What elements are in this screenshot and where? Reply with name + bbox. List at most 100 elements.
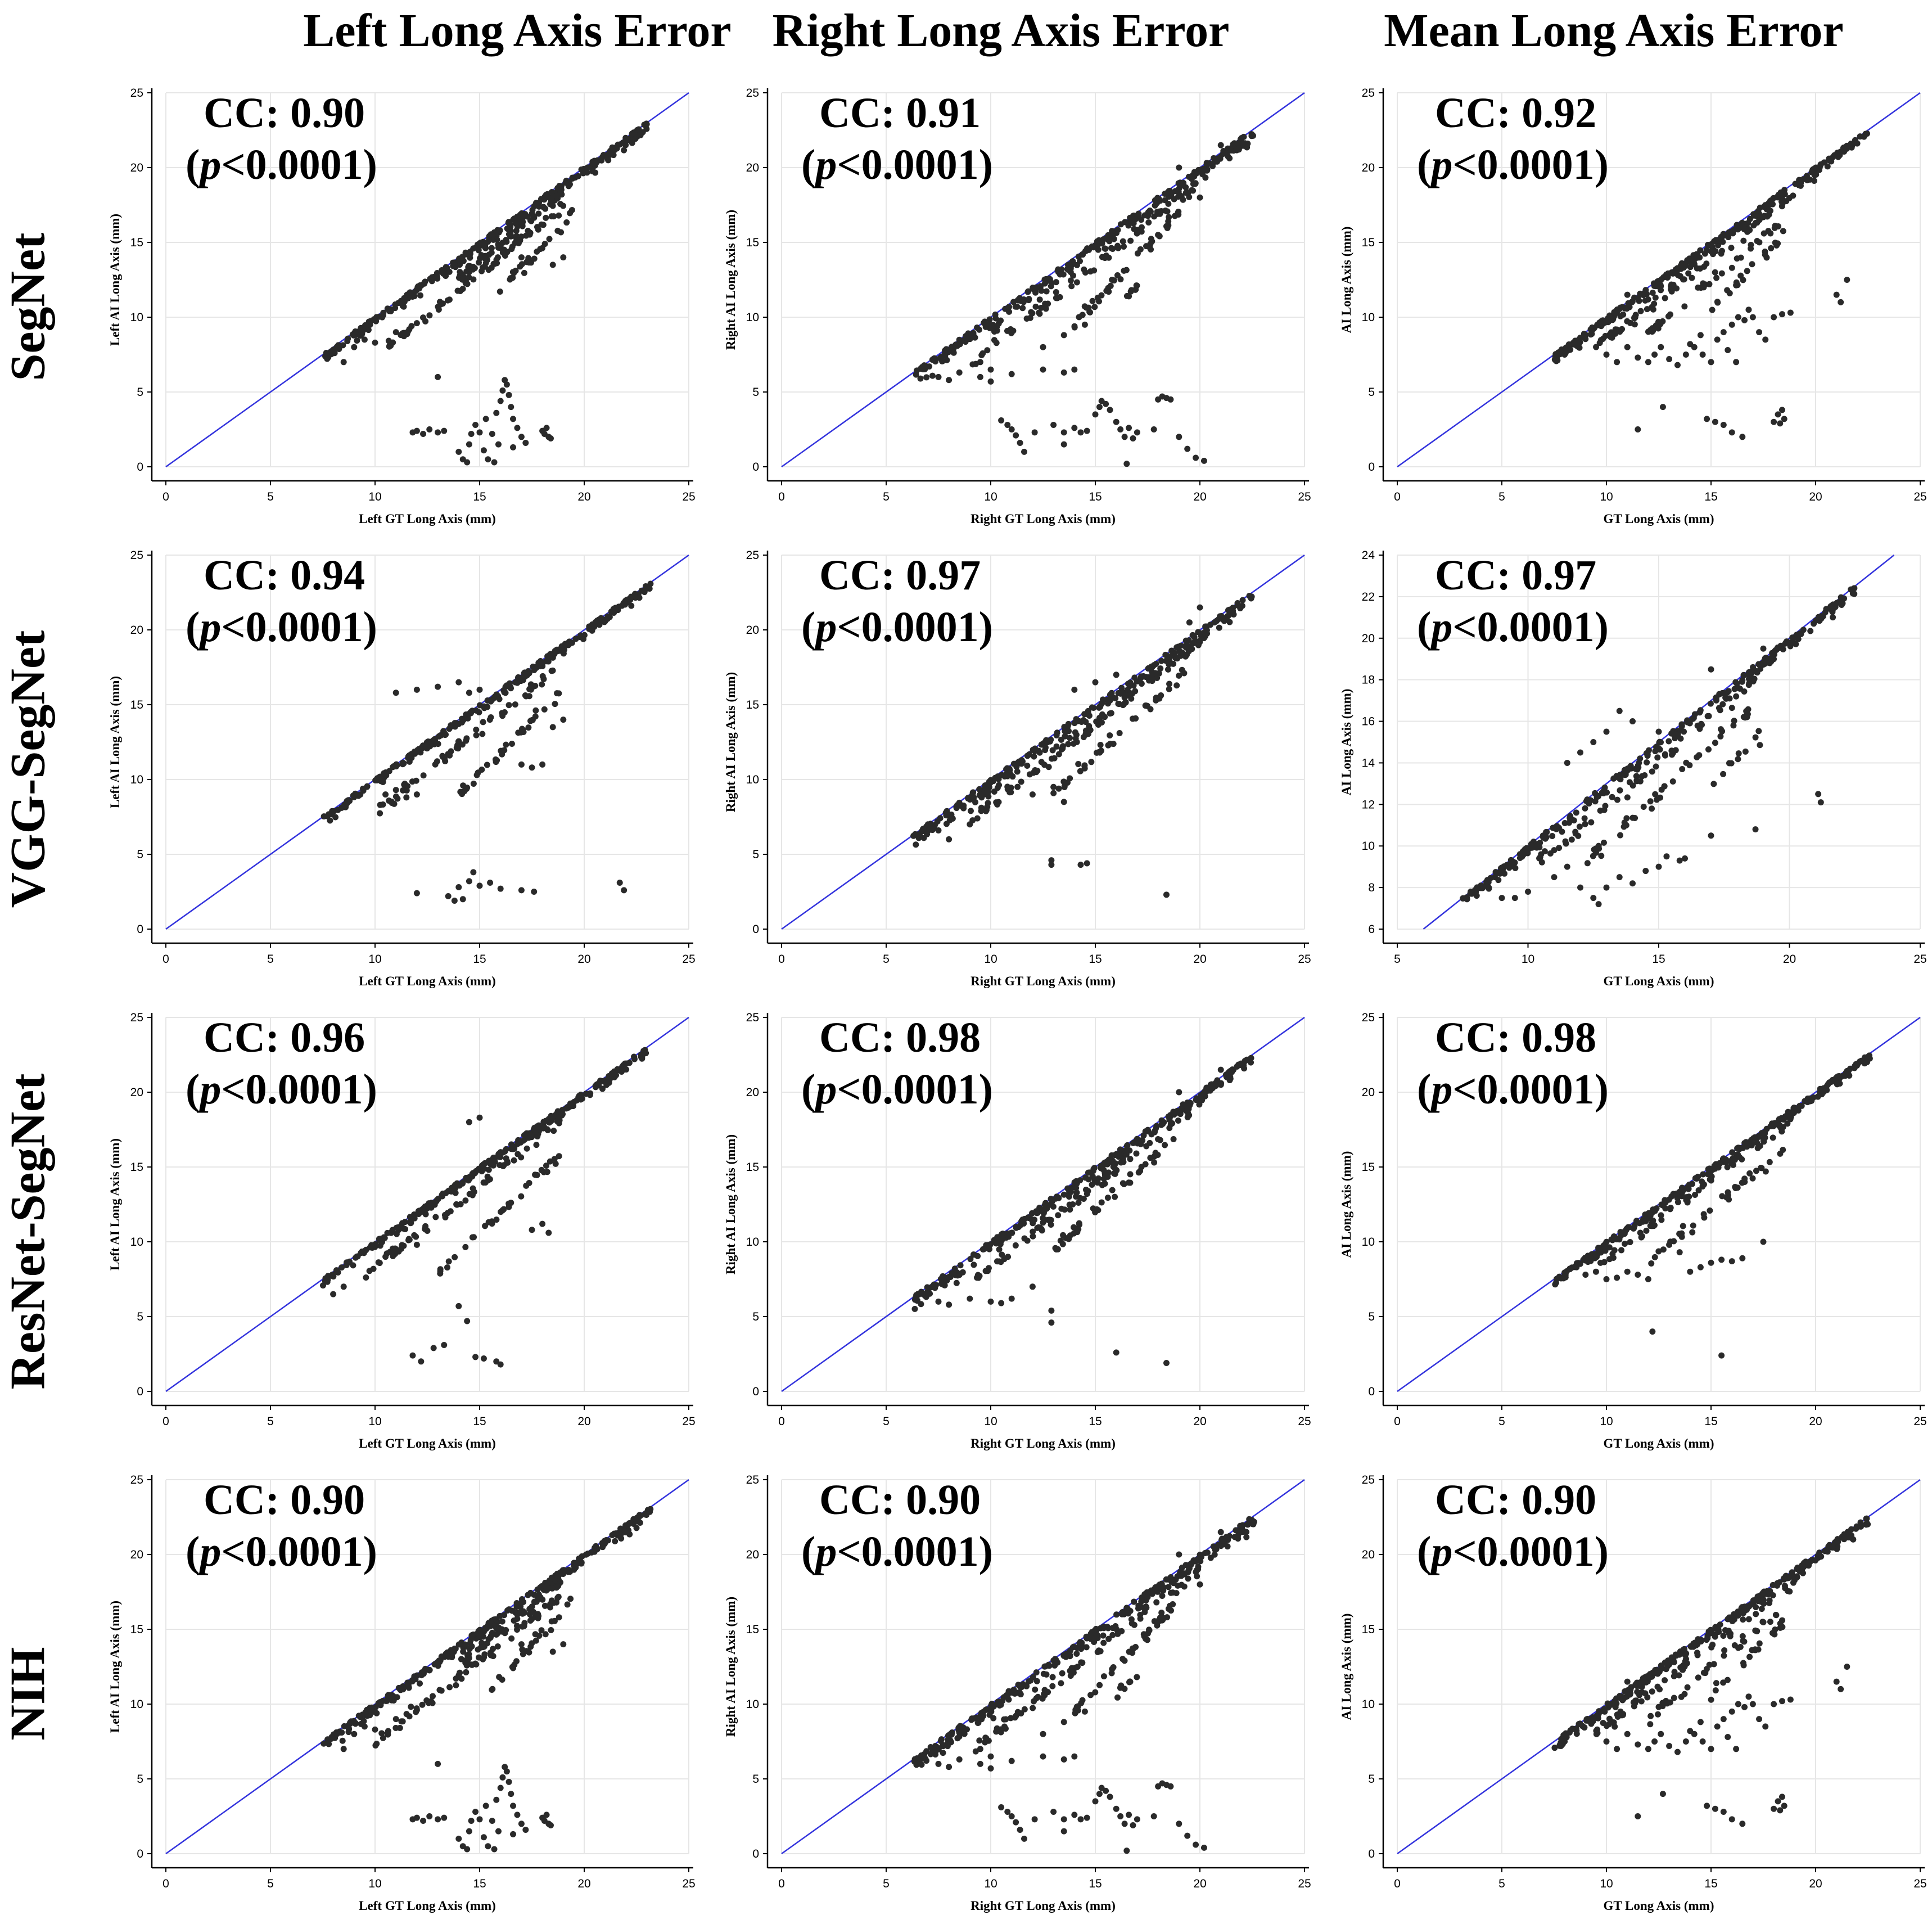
data-point <box>1836 1073 1843 1079</box>
data-point <box>1474 885 1480 891</box>
data-point <box>1770 656 1776 662</box>
y-tick-label: 20 <box>746 1548 759 1561</box>
data-point <box>1197 195 1203 201</box>
data-point <box>453 1682 459 1688</box>
data-point <box>1114 272 1121 278</box>
data-point <box>1768 245 1774 251</box>
data-point <box>1718 1353 1725 1359</box>
data-point <box>359 329 365 335</box>
data-point <box>1085 305 1091 311</box>
data-point <box>1166 1125 1172 1131</box>
p-value-line: (p<0.0001) <box>801 139 993 191</box>
x-tick-label: 25 <box>682 490 695 503</box>
data-point <box>328 1734 335 1740</box>
y-tick-label: 0 <box>1368 461 1375 474</box>
data-point <box>1190 632 1196 638</box>
data-point <box>1512 895 1518 901</box>
data-point <box>954 805 960 811</box>
data-point <box>1075 761 1081 767</box>
data-point <box>401 782 407 788</box>
data-point <box>1593 344 1599 350</box>
data-point <box>1083 247 1089 254</box>
data-point <box>489 1818 495 1824</box>
y-axis-label: AI Long Axis (mm) <box>1339 689 1353 796</box>
data-point <box>435 684 441 690</box>
p-symbol: p <box>1431 1066 1452 1113</box>
data-point <box>1561 1269 1568 1276</box>
data-point <box>1139 224 1145 231</box>
data-point <box>1037 296 1043 303</box>
data-point <box>1056 786 1062 792</box>
data-point <box>1052 1245 1058 1251</box>
y-tick-label: 25 <box>130 87 143 100</box>
data-point <box>929 373 936 379</box>
y-tick-label: 15 <box>1362 236 1375 249</box>
column-title-mean: Mean Long Axis Error <box>1310 0 1917 62</box>
data-point <box>1004 773 1010 779</box>
data-point <box>571 1560 577 1566</box>
data-point <box>936 1299 942 1305</box>
data-point <box>393 690 399 696</box>
data-point <box>1036 310 1042 317</box>
data-point <box>1148 706 1154 712</box>
data-point <box>1621 823 1627 830</box>
data-point <box>1756 329 1762 335</box>
cc-annotation: CC: 0.92(p<0.0001) <box>1417 87 1609 191</box>
data-point <box>414 1815 420 1821</box>
data-point <box>508 275 514 281</box>
y-tick-label: 25 <box>746 549 759 562</box>
data-point <box>1071 367 1077 373</box>
y-tick-label: 0 <box>137 1385 143 1398</box>
p-value: <0.0001) <box>1452 603 1609 651</box>
data-point <box>1598 337 1604 343</box>
data-point <box>498 398 504 404</box>
x-tick-label: 5 <box>267 1877 274 1890</box>
data-point <box>1714 299 1721 305</box>
data-point <box>1729 705 1735 711</box>
data-point <box>473 1661 479 1668</box>
data-point <box>1708 241 1714 247</box>
data-point <box>477 1816 483 1822</box>
data-point <box>917 376 923 382</box>
data-point <box>1700 1182 1706 1188</box>
data-point <box>468 431 475 437</box>
data-point <box>341 359 347 365</box>
x-tick-label: 10 <box>984 1877 997 1890</box>
data-point <box>1024 316 1030 322</box>
data-point <box>519 726 525 732</box>
data-point <box>1601 787 1607 794</box>
data-point <box>1597 1245 1603 1251</box>
data-point <box>932 1285 938 1291</box>
data-point <box>1021 449 1027 455</box>
data-point <box>396 1685 402 1691</box>
data-point <box>499 1619 505 1625</box>
data-point <box>1240 134 1247 140</box>
data-point <box>522 1827 529 1833</box>
data-point <box>503 742 509 748</box>
data-point <box>914 1297 920 1304</box>
data-point <box>432 1214 439 1220</box>
data-point <box>622 135 629 141</box>
data-point <box>322 1278 328 1284</box>
data-point <box>1504 862 1510 868</box>
data-point <box>529 764 535 770</box>
data-point <box>1582 1272 1588 1278</box>
data-point <box>1561 352 1568 358</box>
data-point <box>527 1611 533 1617</box>
data-point <box>1166 661 1172 667</box>
data-point <box>1787 310 1794 316</box>
data-point <box>1745 307 1752 313</box>
data-point <box>1733 693 1739 700</box>
data-point <box>1662 1205 1668 1211</box>
data-point <box>549 1585 556 1592</box>
data-point <box>599 1544 606 1550</box>
data-point <box>1082 762 1088 768</box>
data-point <box>532 714 539 720</box>
data-point <box>1040 367 1046 373</box>
data-point <box>1193 180 1199 186</box>
data-point <box>1113 672 1120 678</box>
data-point <box>462 788 468 794</box>
data-point <box>1127 238 1134 244</box>
y-tick-label: 15 <box>746 236 759 249</box>
